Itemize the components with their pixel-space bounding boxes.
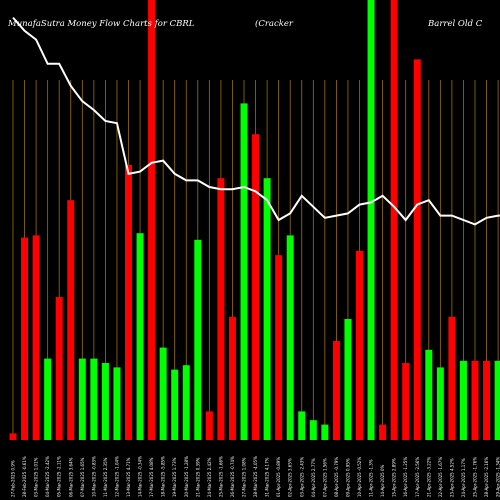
x-tick-label: 04-Apr-2025 2.77%	[311, 458, 316, 497]
x-tick-label: 27-Feb-2025 0.9%	[11, 460, 16, 497]
bar	[309, 420, 317, 440]
x-tick-label: 22-Apr-2025 -1.67%	[438, 457, 443, 497]
price-line-path	[12, 16, 500, 226]
x-tick-label: 17-Mar-2025 4.08%	[149, 457, 154, 497]
x-tick-label: 21-Apr-2025 -3.22%	[426, 457, 431, 497]
x-tick-labels: 27-Feb-2025 0.9% 28-Feb-2025 -0.61% 03-Mar…	[11, 456, 500, 497]
bar	[275, 255, 283, 440]
bar	[332, 341, 340, 440]
x-tick-label: 12-Mar-2025 -1.04%	[114, 456, 119, 497]
bar	[286, 235, 294, 440]
bar	[55, 297, 63, 440]
x-tick-label: 26-Mar-2025 -0.74%	[230, 456, 235, 497]
x-tick-label: 08-Apr-2025 -0.79%	[334, 457, 339, 497]
x-tick-label: 29-Apr-2025 -1.34%	[496, 457, 500, 497]
x-tick-label: 14-Apr-2025 0%	[380, 464, 385, 497]
bar	[390, 0, 398, 440]
bar	[494, 360, 500, 440]
bar	[228, 316, 236, 440]
bar	[263, 178, 271, 440]
x-tick-label: 09-Apr-2025 0.95%	[345, 458, 350, 497]
bar	[136, 233, 144, 440]
x-tick-label: 10-Mar-2025 -0.83%	[91, 456, 96, 497]
x-tick-label: 03-Mar-2025 1.01%	[34, 457, 39, 497]
bar	[101, 363, 109, 440]
x-tick-label: 28-Mar-2025 -4.05%	[253, 456, 258, 497]
x-tick-label: 19-Mar-2025 1.73%	[172, 457, 177, 497]
x-tick-label: 11-Mar-2025 2.35%	[103, 457, 108, 497]
bar	[436, 367, 444, 440]
bar	[159, 347, 167, 440]
bar	[9, 433, 17, 440]
x-tick-label: 18-Mar-2025 -5.85%	[161, 456, 166, 497]
chart-title-left: MunafaSutra Money Flow Charts for CBRL	[7, 19, 195, 29]
x-tick-label: 25-Mar-2025 -1.66%	[218, 456, 223, 497]
x-tick-label: 28-Feb-2025 -0.61%	[22, 456, 27, 497]
chart-title-mid: (Cracker	[255, 18, 294, 29]
bar	[32, 235, 40, 440]
x-tick-label: 06-Mar-2025 3.64%	[68, 457, 73, 497]
x-tick-label: 10-Apr-2025 -0.52%	[357, 457, 362, 497]
x-tick-label: 04-Mar-2025 -2.42%	[45, 456, 50, 497]
x-tick-label: 24-Apr-2025 1.17%	[461, 458, 466, 497]
x-tick-label: 07-Apr-2025 1.56%	[322, 458, 327, 497]
bar	[402, 363, 410, 440]
x-tick-label: 25-Apr-2025 -1.76%	[473, 457, 478, 497]
bar	[240, 103, 248, 441]
bar	[298, 411, 306, 440]
bar	[67, 200, 75, 440]
bar	[113, 367, 121, 440]
bar	[44, 358, 52, 440]
bar	[425, 349, 433, 440]
bar	[356, 250, 363, 440]
x-tick-label: 02-Apr-2025 3.65%	[288, 458, 293, 497]
bar	[194, 239, 202, 440]
x-tick-label: 13-Mar-2025 4.71%	[126, 457, 131, 497]
x-tick-label: 23-Apr-2025 4.52%	[449, 458, 454, 497]
bar	[471, 360, 479, 440]
bar	[90, 358, 98, 440]
bar	[21, 237, 29, 440]
bar	[252, 134, 260, 440]
bar	[379, 424, 387, 440]
x-tick-label: 27-Mar-2025 1.08%	[242, 457, 247, 497]
bar	[182, 365, 190, 440]
price-line	[12, 16, 500, 226]
bar	[125, 165, 132, 440]
bar	[205, 411, 213, 440]
bar	[171, 369, 179, 440]
bar	[413, 59, 421, 441]
bar	[459, 360, 467, 440]
bar	[217, 178, 225, 440]
x-tick-label: 07-Mar-2025 1.65%	[80, 457, 85, 497]
x-tick-label: 01-Apr-2025 -0.89%	[276, 457, 281, 497]
x-tick-label: 28-Apr-2025 -2.16%	[484, 457, 489, 497]
bar	[367, 0, 375, 440]
chart-title-right: Barrel Old C	[427, 19, 483, 29]
bar	[321, 424, 329, 440]
x-tick-label: 17-Apr-2025 -2.56%	[415, 457, 420, 497]
x-tick-label: 31-Mar-2025 4.17%	[265, 457, 270, 497]
x-tick-label: 21-Mar-2025 0.39%	[195, 457, 200, 497]
x-tick-label: 20-Mar-2025 -1.28%	[184, 456, 189, 497]
x-tick-label: 15-Apr-2025 2.89%	[392, 458, 397, 497]
bar-series	[9, 0, 500, 441]
x-tick-label: 11-Apr-2025 -1.3%	[369, 459, 374, 497]
x-tick-label: 05-Mar-2025 -2.11%	[57, 456, 62, 497]
bar	[148, 0, 156, 440]
bar	[344, 319, 352, 440]
x-tick-label: 24-Mar-2025 2.42%	[207, 457, 212, 497]
bar	[483, 360, 491, 440]
bar	[78, 358, 86, 440]
bar	[448, 316, 456, 440]
x-tick-label: 03-Apr-2025 -2.43%	[299, 457, 304, 497]
x-tick-label: 14-Mar-2025 -0.34%	[138, 456, 143, 497]
x-tick-label: 16-Apr-2025 -1.25%	[403, 457, 408, 497]
